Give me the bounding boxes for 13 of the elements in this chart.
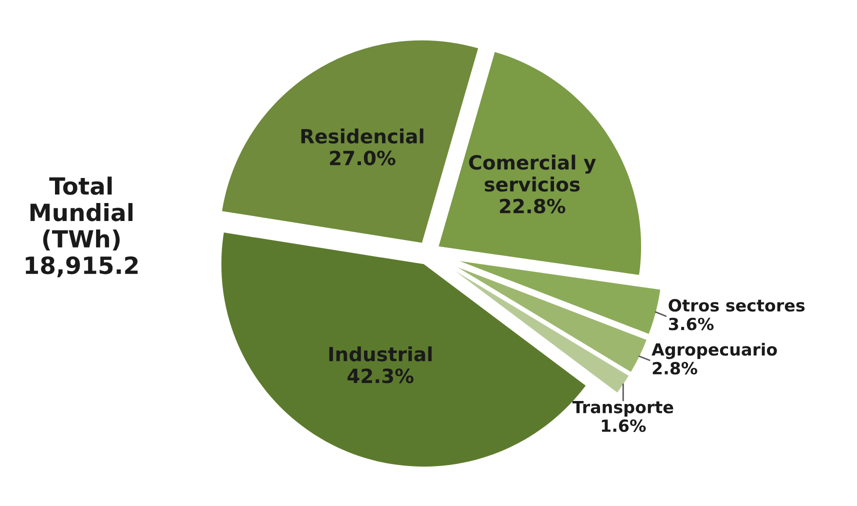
data-label: 3.6% — [668, 318, 714, 330]
data-label: 2.8% — [652, 362, 698, 375]
data-label: 1.6% — [602, 419, 646, 432]
text: Total Mundial (TWh) 18,915.2 — [26, 176, 138, 278]
slice-label: Agropecuario — [652, 342, 777, 360]
data-label: 27.0% — [330, 150, 396, 166]
data-label: 42.3% — [348, 368, 414, 384]
slice-label: Transporte — [572, 400, 674, 417]
slice-label: Comercial y servicios — [469, 154, 596, 192]
slice-label: Industrial — [329, 346, 432, 362]
data-label: 22.8% — [500, 198, 566, 214]
slice-label: Otros sectores — [668, 299, 805, 312]
slice-label: Residencial — [301, 128, 424, 144]
